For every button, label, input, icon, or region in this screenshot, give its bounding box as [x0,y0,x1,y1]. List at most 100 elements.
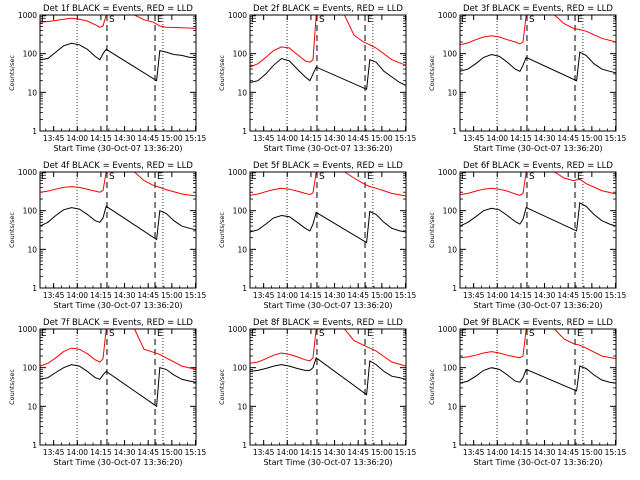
x-tick-label: 15:15 [605,134,627,143]
marker-label-e-left: E [41,15,47,25]
x-tick-label: 14:45 [137,448,159,457]
plot-frame [249,328,407,446]
x-axis-label: Start Time (30-Oct-07 13:36:20) [53,458,182,467]
y-tick-label: 10 [237,402,247,411]
events-series-line [249,57,407,91]
marker-label-e-left: E [461,329,467,339]
plot-frame [39,328,197,446]
events-series-line [249,356,407,396]
panel-det-2: Det 2f BLACK = Events, RED = LLD Counts/s… [218,4,417,153]
marker-label-s: S [529,15,535,25]
y-tick-label: 100 [23,364,38,373]
x-axis-label: Start Time (30-Oct-07 13:36:20) [263,301,392,310]
marker-label-e: E [367,329,373,339]
lld-series-line [459,171,617,196]
y-tick-label: 1000 [228,11,247,20]
x-tick-label: 14:30 [114,291,136,300]
y-axis-label: Counts/sec [218,212,226,248]
x-tick-label: 14:30 [534,134,556,143]
marker-label-e: E [367,15,373,25]
y-tick-label: 100 [23,207,38,216]
marker-label-e: E [577,15,583,25]
panel-det-6: Det 6f BLACK = Events, RED = LLD Counts/s… [428,161,627,310]
marker-label-e-left: E [461,15,467,25]
x-tick-label: 14:15 [300,448,322,457]
lld-series-line [459,14,617,46]
plot-frame [459,328,617,446]
x-tick-label: 14:30 [114,134,136,143]
marker-label-e-left: E [41,172,47,182]
x-tick-label: 13:45 [253,291,275,300]
x-tick-label: 14:00 [66,448,88,457]
events-series-line [39,42,196,82]
y-tick-label: 100 [443,207,458,216]
x-tick-label: 15:15 [395,134,417,143]
y-tick-label: 10 [27,88,37,97]
marker-label-e: E [157,172,163,182]
x-axis-label: Start Time (30-Oct-07 13:36:20) [473,458,602,467]
x-axis-label: Start Time (30-Oct-07 13:36:20) [53,301,182,310]
x-tick-label: 15:00 [161,291,183,300]
marker-label-s: S [109,15,115,25]
x-axis-label: Start Time (30-Oct-07 13:36:20) [53,144,182,153]
lld-series-line [249,14,407,68]
y-tick-label: 1000 [438,11,457,20]
marker-label-s: S [319,329,325,339]
x-tick-label: 14:45 [347,134,369,143]
marker-label-e: E [577,172,583,182]
marker-label-e-left: E [251,329,257,339]
panel-det-9: Det 9f BLACK = Events, RED = LLD Counts/s… [428,318,627,467]
x-tick-label: 15:00 [581,134,603,143]
events-series-line [249,210,407,244]
panel-title: Det 7f BLACK = Events, RED = LLD [43,318,193,328]
lld-series-line [39,14,197,29]
y-axis-label: Counts/sec [218,369,226,405]
y-tick-label: 1 [32,127,37,136]
marker-label-s: S [109,329,115,339]
plot-frame [459,171,617,289]
x-tick-label: 13:45 [43,291,65,300]
x-tick-label: 15:15 [605,448,627,457]
x-tick-label: 14:00 [276,291,298,300]
y-tick-label: 100 [443,50,458,59]
panel-title: Det 4f BLACK = Events, RED = LLD [43,161,193,171]
x-axis-label: Start Time (30-Oct-07 13:36:20) [263,458,392,467]
plot-frame [39,14,197,132]
x-tick-label: 14:00 [486,448,508,457]
x-tick-label: 14:00 [486,134,508,143]
x-tick-label: 14:15 [300,134,322,143]
x-tick-label: 14:45 [137,291,159,300]
x-tick-label: 15:00 [581,291,603,300]
y-tick-label: 1 [242,441,247,450]
panel-title: Det 3f BLACK = Events, RED = LLD [463,4,613,14]
panel-det-8: Det 8f BLACK = Events, RED = LLD Counts/s… [218,318,417,467]
x-tick-label: 14:15 [510,291,532,300]
y-axis-label: Counts/sec [8,212,16,248]
x-tick-label: 15:15 [395,448,417,457]
x-tick-label: 14:00 [276,448,298,457]
panel-title: Det 8f BLACK = Events, RED = LLD [253,318,403,328]
x-tick-label: 14:45 [137,134,159,143]
x-tick-label: 14:15 [90,134,112,143]
x-tick-label: 14:15 [300,291,322,300]
marker-label-e: E [367,172,373,182]
x-tick-label: 15:15 [185,134,207,143]
y-tick-label: 100 [233,50,248,59]
panel-det-3: Det 3f BLACK = Events, RED = LLD Counts/s… [428,4,627,153]
marker-label-e: E [157,329,163,339]
x-tick-label: 14:45 [347,291,369,300]
y-tick-label: 1000 [228,168,247,177]
marker-label-s: S [319,172,325,182]
y-tick-label: 100 [23,50,38,59]
x-tick-label: 15:00 [161,448,183,457]
panel-title: Det 9f BLACK = Events, RED = LLD [463,318,613,328]
x-tick-label: 13:45 [43,134,65,143]
x-tick-label: 14:45 [557,448,579,457]
x-tick-label: 14:45 [557,291,579,300]
x-tick-label: 14:15 [510,134,532,143]
x-tick-label: 13:45 [253,448,275,457]
y-tick-label: 1 [452,284,457,293]
x-tick-label: 13:45 [253,134,275,143]
x-tick-label: 13:45 [463,134,485,143]
